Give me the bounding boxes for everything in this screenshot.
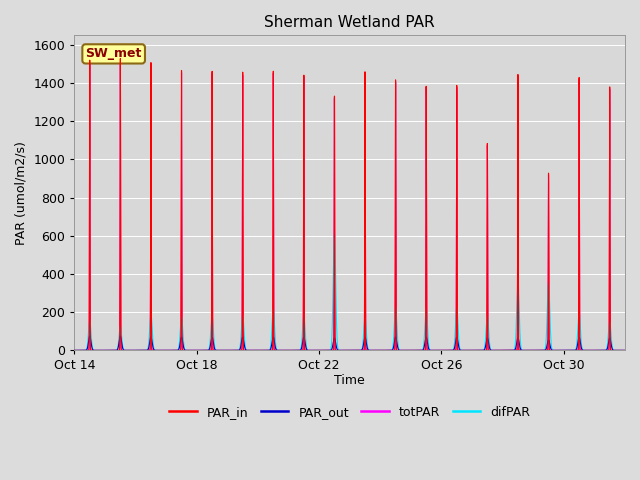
Title: Sherman Wetland PAR: Sherman Wetland PAR: [264, 15, 435, 30]
Y-axis label: PAR (umol/m2/s): PAR (umol/m2/s): [15, 141, 28, 245]
X-axis label: Time: Time: [334, 374, 365, 387]
Text: SW_met: SW_met: [86, 48, 142, 60]
Legend: PAR_in, PAR_out, totPAR, difPAR: PAR_in, PAR_out, totPAR, difPAR: [164, 401, 535, 424]
